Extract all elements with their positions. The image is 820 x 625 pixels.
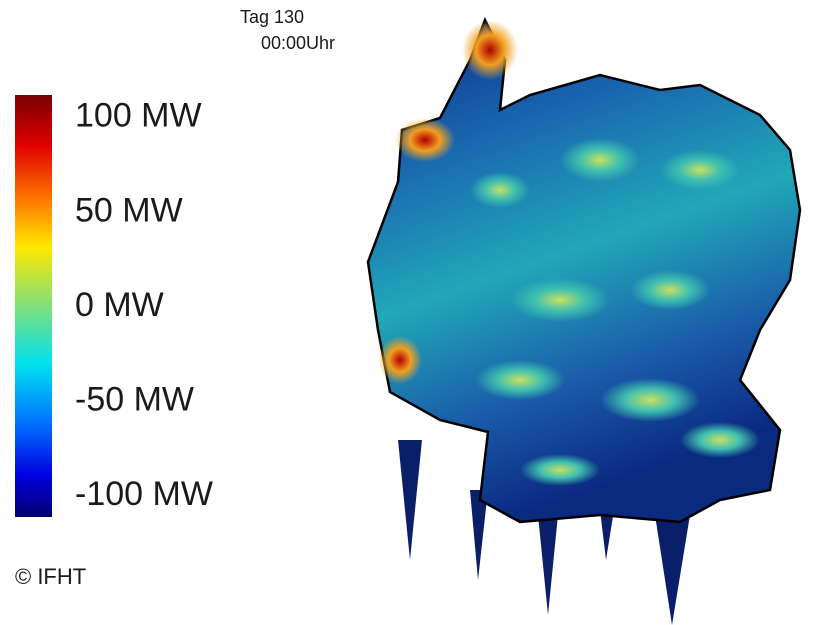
colorbar-tick-label: -50 MW — [75, 381, 194, 419]
colorbar-labels: 100 MW 50 MW 0 MW -50 MW -100 MW — [75, 97, 213, 513]
colorbar — [15, 95, 52, 517]
colorbar-tick-label: -100 MW — [75, 475, 213, 513]
day-label: Tag 130 — [240, 7, 304, 27]
visualization: Tag 130 00:00Uhr 100 MW 50 MW 0 MW -50 MW -1… — [0, 0, 820, 625]
copyright: © IFHT — [15, 564, 86, 589]
colorbar-tick-label: 0 MW — [75, 286, 164, 324]
time-label: 00:00Uhr — [261, 33, 335, 53]
colorbar-tick-label: 100 MW — [75, 97, 202, 135]
colorbar-tick-label: 50 MW — [75, 191, 183, 229]
surface-map — [368, 20, 800, 625]
